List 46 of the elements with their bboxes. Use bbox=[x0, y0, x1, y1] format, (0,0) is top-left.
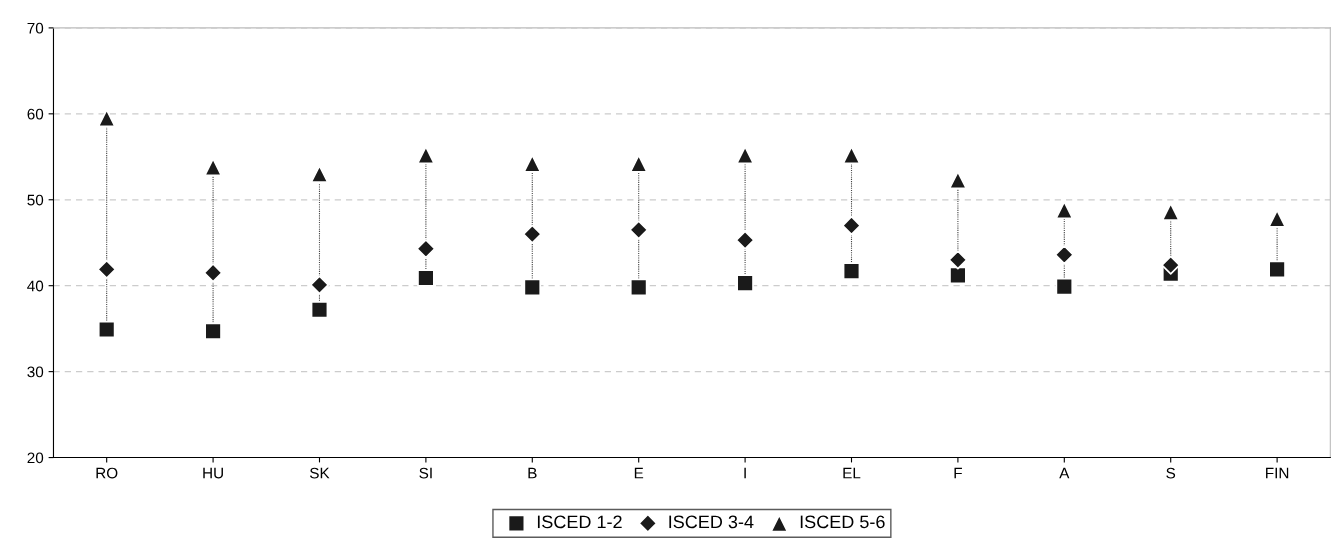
point bbox=[523, 278, 542, 297]
x-tick-label: SK bbox=[309, 467, 330, 479]
x-tick-label: SI bbox=[419, 467, 432, 479]
point bbox=[841, 215, 862, 236]
point bbox=[416, 239, 436, 259]
point bbox=[522, 224, 542, 244]
point bbox=[948, 170, 967, 190]
point bbox=[629, 220, 649, 240]
x-tick-label: E bbox=[634, 467, 644, 479]
y-tick-label: 40 bbox=[27, 280, 44, 292]
y-tick-label: 30 bbox=[27, 366, 44, 378]
x-tick-label: RO bbox=[96, 467, 118, 479]
point bbox=[1161, 255, 1181, 275]
point bbox=[948, 250, 968, 270]
point bbox=[629, 278, 648, 297]
point bbox=[97, 320, 116, 339]
x-tick-label: HU bbox=[203, 467, 223, 479]
y-tick-label: 50 bbox=[27, 194, 44, 206]
point bbox=[310, 164, 329, 184]
legend-label: ISCED 5-6 bbox=[800, 515, 885, 529]
y-tick-label: 60 bbox=[27, 108, 44, 120]
y-tick-label: 20 bbox=[27, 452, 44, 464]
point bbox=[417, 269, 435, 287]
point bbox=[842, 146, 861, 165]
point bbox=[949, 266, 967, 285]
x-tick-label: I bbox=[744, 467, 746, 479]
point bbox=[310, 301, 329, 319]
legend-label: ISCED 1-2 bbox=[537, 515, 622, 529]
y-tick-label: 70 bbox=[27, 22, 44, 34]
point bbox=[1055, 277, 1074, 296]
point bbox=[735, 230, 755, 250]
point bbox=[309, 275, 330, 295]
legend-label: ISCED 3-4 bbox=[669, 515, 754, 529]
point bbox=[842, 262, 861, 280]
point bbox=[1054, 245, 1074, 265]
x-tick-label: EL bbox=[843, 467, 861, 479]
x-tick-label: A bbox=[1059, 467, 1070, 479]
point bbox=[736, 274, 754, 292]
point bbox=[1268, 260, 1286, 279]
x-tick-label: FIN bbox=[1266, 467, 1289, 479]
x-tick-label: B bbox=[528, 467, 537, 479]
x-tick-label: F bbox=[954, 467, 962, 479]
point bbox=[204, 322, 222, 340]
x-tick-label: S bbox=[1166, 467, 1176, 479]
point bbox=[203, 263, 223, 283]
point bbox=[97, 259, 117, 279]
